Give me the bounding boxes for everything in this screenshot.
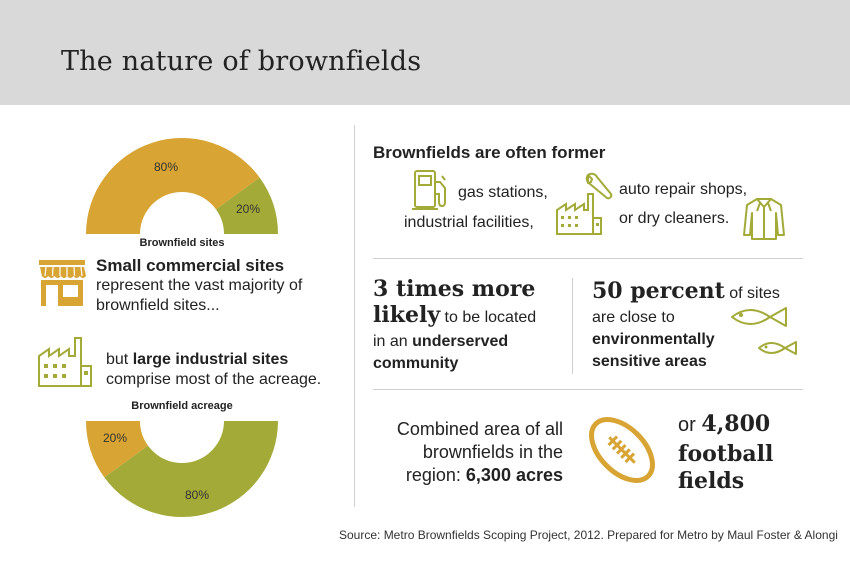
likely-bold1: underserved [412,333,509,350]
or-line3: fields [678,468,745,494]
storefront-icon [39,260,86,306]
acreage-label-80: 80% [185,488,210,502]
small-sites-text: Small commercial sites represent the vas… [96,256,302,316]
large-sites-prefix: but [106,351,133,368]
sites-caption: Brownfield sites [139,237,225,249]
gas-text: gas stations, [458,184,548,201]
acreage-slice-80 [104,421,278,517]
divider-small [572,278,573,374]
fish-icon-small [758,341,797,355]
sites-slice-80 [86,138,260,234]
page-title: The nature of brownfields [61,46,422,77]
sites-label-20: 20% [236,202,261,216]
factory-icon [38,337,92,387]
or-num: 4,800 [701,411,771,437]
acreage-slice-20 [86,421,149,478]
factory-icon-small [556,193,602,235]
large-sites-bold: large industrial sites [132,351,289,368]
shirt-icon [743,198,785,240]
source-note: Source: Metro Brownfields Scoping Projec… [339,528,838,542]
divider-2 [373,389,803,390]
dry-text: or dry cleaners. [619,210,730,227]
area-line3-bold: 6,300 acres [465,465,563,485]
or-prefix: or [678,414,702,436]
likely-big1: 3 times more [373,276,536,302]
sites-slice-20 [215,177,278,234]
area-line2: brownfields in the [422,442,563,462]
large-sites-text: but large industrial sites comprise most… [106,350,321,390]
auto-text: auto repair shops, [619,181,748,198]
gas-pump-icon [412,170,446,210]
former-heading: Brownfields are often former [373,143,606,162]
percent-bold1: environmentally [592,331,715,348]
likely-block: 3 times more likely to be located in an … [373,276,568,375]
area-line1: Combined area of all [396,419,563,439]
fish-icon [731,307,787,327]
percent-rest1: of sites [724,285,780,302]
small-sites-bold: Small commercial sites [96,256,285,275]
likely-rest1: to be located [440,309,537,326]
likely-big2: likely [373,302,441,328]
percent-block: 50 percent of sites are close to environ… [592,278,802,373]
small-sites-line3: brownfield sites... [96,297,220,314]
acreage-label-20: 20% [103,431,128,445]
wrench-icon [585,172,613,200]
likely-bold2: community [373,355,459,372]
percent-line2: are close to [592,309,675,326]
area-block: Combined area of all brownfields in the … [370,418,563,487]
vertical-divider [354,125,355,507]
divider-1 [373,258,803,259]
football-block: or 4,800 football fields [678,410,773,495]
football-icon [589,417,655,483]
area-line3-prefix: region: [405,465,466,485]
sites-label-80: 80% [154,160,179,174]
percent-big: 50 percent [592,278,725,304]
acreage-donut-chart [86,421,278,517]
percent-bold2: sensitive areas [592,353,707,370]
industrial-text: industrial facilities, [404,214,534,231]
header-band: The nature of brownfields [0,0,850,105]
likely-rest2: in an [373,333,413,350]
large-sites-line2: comprise most of the acreage. [106,371,322,388]
or-line2: football [678,441,774,467]
sites-donut-chart [86,138,278,234]
small-sites-line2: represent the vast majority of [96,277,303,294]
acreage-caption: Brownfield acreage [131,400,233,412]
